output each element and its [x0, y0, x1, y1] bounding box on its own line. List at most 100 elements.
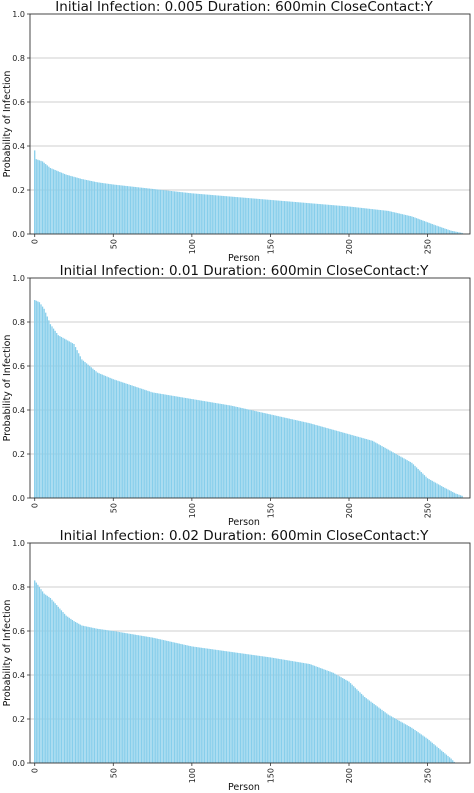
bar: [393, 453, 396, 498]
bar: [279, 416, 281, 498]
bar: [249, 409, 251, 498]
bar: [307, 663, 309, 763]
bar: [67, 175, 69, 234]
bar: [296, 661, 298, 763]
bar: [376, 443, 378, 498]
bar: [426, 738, 429, 763]
bar: [144, 389, 146, 498]
bar: [34, 580, 36, 763]
bar: [294, 202, 297, 234]
bar: [67, 340, 69, 498]
bar: [241, 653, 243, 763]
bar: [169, 641, 171, 763]
bar: [100, 629, 102, 763]
bar: [436, 483, 438, 498]
bar: [181, 644, 184, 763]
bar: [123, 382, 125, 498]
bar: [158, 393, 160, 498]
bar: [283, 659, 286, 763]
bar: [236, 652, 239, 763]
bar: [233, 406, 235, 498]
bar: [334, 205, 336, 234]
bar: [302, 421, 305, 498]
bar: [177, 396, 179, 498]
bar: [82, 625, 85, 763]
bar: [340, 432, 342, 498]
y-tick-label: 0.8: [12, 54, 25, 63]
bar: [271, 200, 273, 234]
bar: [35, 300, 37, 498]
bar: [244, 653, 246, 763]
x-tick-label: 250: [424, 503, 433, 518]
bar: [371, 702, 374, 763]
bar: [114, 184, 116, 234]
bar: [136, 634, 138, 763]
bar: [178, 643, 180, 763]
bar: [401, 214, 404, 234]
bar: [170, 191, 173, 234]
bar: [90, 367, 92, 498]
bar: [45, 594, 47, 763]
bar: [459, 495, 462, 498]
bar: [194, 646, 196, 763]
bar: [202, 647, 204, 763]
bar: [324, 204, 327, 234]
bar: [343, 206, 345, 234]
bar: [415, 467, 418, 498]
bar: [104, 375, 107, 498]
bar: [89, 366, 91, 498]
bar: [114, 379, 116, 498]
bar: [79, 178, 81, 234]
bar: [137, 635, 140, 763]
bar: [70, 618, 72, 763]
bar: [269, 414, 272, 498]
bar: [370, 208, 372, 234]
bar: [200, 647, 202, 763]
bar: [181, 192, 184, 234]
bar: [103, 629, 105, 763]
bar: [197, 193, 199, 234]
bar: [244, 197, 246, 234]
bar: [147, 188, 149, 234]
bar: [197, 400, 199, 498]
bar: [188, 645, 190, 763]
bar: [411, 216, 413, 234]
bar: [378, 444, 380, 498]
bar: [34, 150, 36, 234]
bar: [46, 595, 48, 763]
bar: [447, 489, 449, 498]
bar: [340, 205, 342, 234]
bar: [332, 205, 334, 234]
bar: [84, 362, 86, 498]
bar: [458, 232, 460, 234]
bars: [34, 150, 463, 234]
bar: [276, 200, 278, 234]
bar: [219, 195, 221, 234]
bar: [285, 201, 287, 234]
bar: [184, 397, 187, 498]
y-tick-label: 0.6: [12, 627, 25, 636]
bar: [224, 196, 226, 234]
bar: [35, 582, 37, 763]
bar: [313, 665, 316, 763]
bar: [313, 424, 316, 498]
bar: [414, 217, 416, 234]
bar: [151, 392, 154, 498]
bar: [343, 678, 345, 763]
bar: [362, 438, 364, 498]
x-tick-label: 50: [109, 503, 118, 513]
bar: [100, 373, 102, 498]
bar: [459, 232, 462, 234]
bar: [129, 186, 132, 234]
bar: [191, 193, 193, 234]
bar: [134, 634, 136, 763]
bar: [401, 722, 404, 763]
bar: [441, 227, 443, 234]
bar: [442, 227, 444, 234]
bar: [205, 194, 207, 234]
bar: [315, 666, 317, 763]
bar: [63, 613, 66, 763]
bar: [371, 440, 374, 498]
bar: [41, 161, 44, 234]
bar: [101, 629, 103, 763]
